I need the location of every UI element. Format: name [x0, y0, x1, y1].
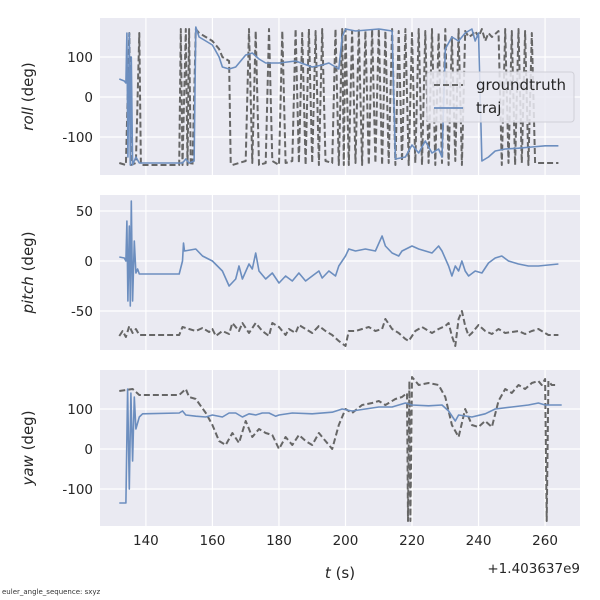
y-tick-label: 0 — [84, 442, 93, 458]
legend-label-groundtruth: groundtruth — [476, 76, 566, 94]
legend-box — [426, 71, 575, 123]
subplot-roll: 100 0 -100 roll (deg) groundtruth traj — [19, 18, 580, 175]
x-tick-label: 200 — [333, 533, 359, 549]
x-tick-label: 160 — [200, 533, 226, 549]
y-axis-label: yaw (deg) — [19, 410, 37, 486]
x-tick-label: 240 — [466, 533, 492, 549]
series-line-groundtruth — [119, 28, 559, 166]
x-tick-label: 220 — [399, 533, 425, 549]
plot-background — [100, 370, 580, 526]
x-offset-label: +1.403637e9 — [487, 561, 580, 577]
x-tick-label: 180 — [266, 533, 292, 549]
subplot-yaw: 140 160 180 200 220 240 260 100 0 -100 yaw (deg) — [19, 370, 580, 549]
series-line-groundtruth — [119, 376, 556, 522]
series-line-traj — [119, 388, 562, 504]
x-tick-label: 140 — [133, 533, 159, 549]
subplot-pitch: 50 0 -50 pitch (deg) — [19, 195, 580, 350]
series-line-traj — [119, 26, 559, 166]
y-tick-label: -100 — [62, 130, 93, 146]
series-line-groundtruth — [118, 310, 559, 347]
y-axis-label: pitch (deg) — [19, 231, 37, 314]
plot-background — [100, 195, 580, 350]
y-tick-label: 0 — [84, 254, 93, 270]
y-tick-label: 0 — [84, 90, 93, 106]
series-line-traj — [119, 200, 559, 307]
x-tick-label: 260 — [532, 533, 558, 549]
legend: groundtruth traj — [426, 71, 575, 123]
legend-label-traj: traj — [476, 99, 501, 117]
y-tick-label: 100 — [67, 402, 93, 418]
y-tick-label: -100 — [62, 482, 93, 498]
y-axis-label: roll (deg) — [19, 62, 37, 130]
footnote: euler_angle_sequence: sxyz — [2, 588, 101, 596]
y-tick-label: -50 — [71, 304, 93, 320]
x-axis-label: t (s) — [325, 564, 355, 582]
y-tick-label: 100 — [67, 50, 93, 66]
y-tick-label: 50 — [76, 204, 93, 220]
